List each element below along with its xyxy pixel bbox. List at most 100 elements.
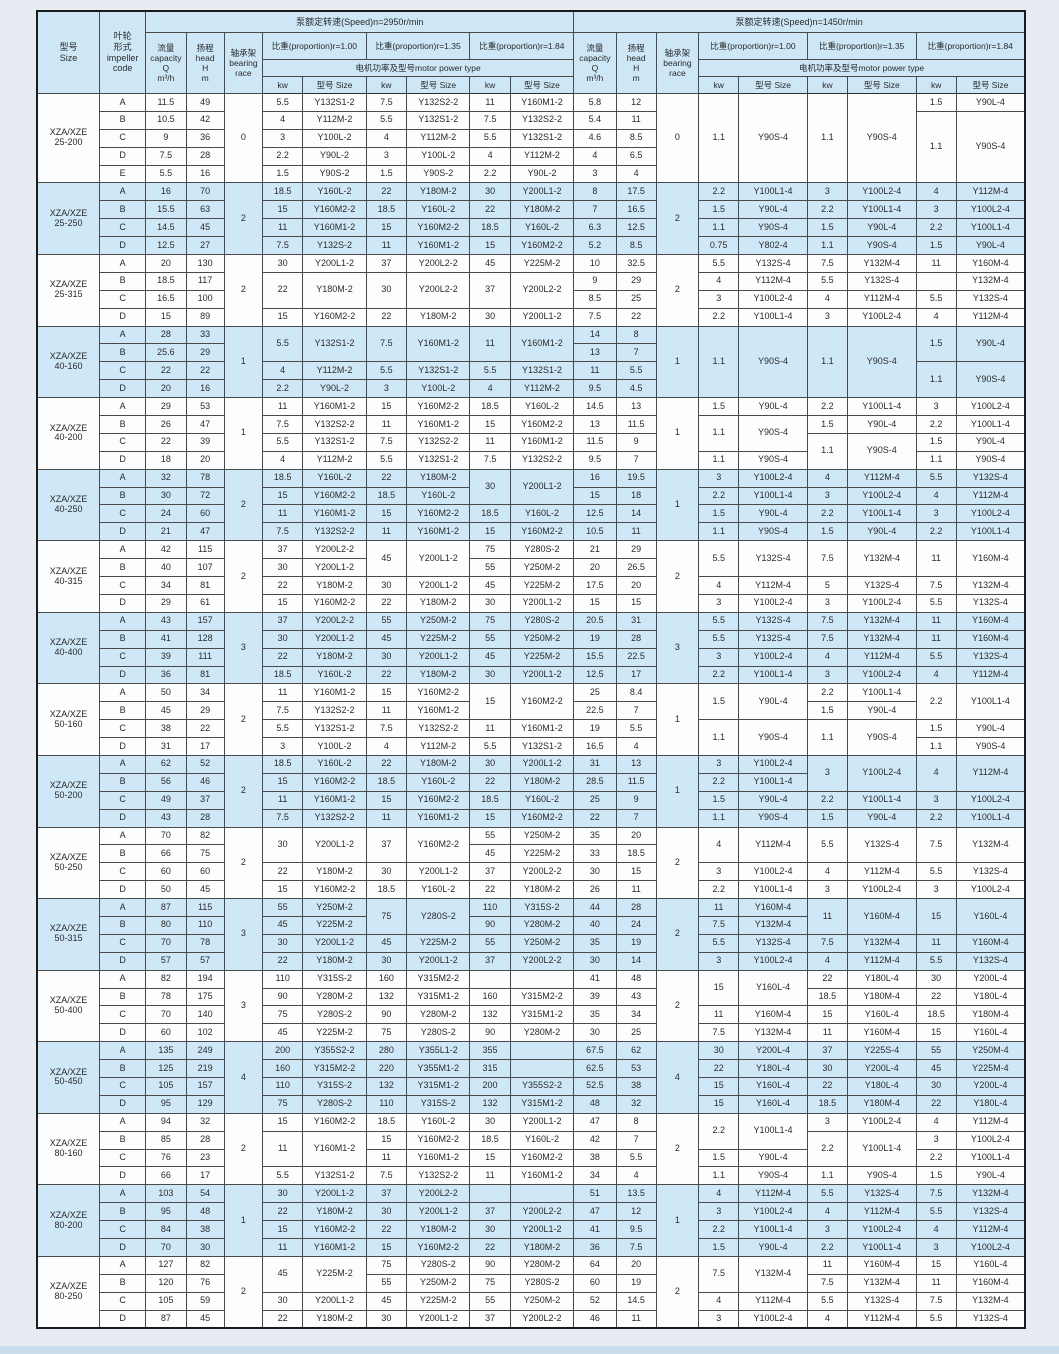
table-cell: 15 — [262, 593, 304, 613]
table-cell: Y160M1-2 — [302, 397, 367, 417]
header-model: 型号 Size — [36, 10, 100, 94]
table-cell: B — [98, 343, 147, 363]
table-cell: 200 — [469, 1076, 511, 1096]
table-cell: 19 — [615, 1273, 657, 1293]
table-cell: 15 — [262, 200, 304, 220]
table-cell: 34 — [145, 576, 187, 595]
table-cell: Y132M-4 — [955, 1291, 1026, 1311]
table-cell: 24 — [615, 915, 657, 935]
table-cell: C — [98, 862, 147, 882]
table-cell: 4 — [915, 1112, 957, 1132]
table-cell: Y160M1-2 — [302, 683, 367, 703]
table-cell: Y90L-4 — [847, 808, 917, 828]
table-cell: B — [98, 271, 147, 291]
table-cell: 4 — [915, 307, 957, 327]
table-cell: Y160M2-2 — [302, 1220, 367, 1239]
table-row: D 60 102 45 Y225M-2 75 Y280S-2 90 Y280M-2 30 25 7.5… — [37, 1023, 1026, 1043]
table-cell: 22 — [806, 969, 849, 989]
table-cell: 30 — [262, 1291, 304, 1311]
table-cell: Y90L-4 — [738, 1148, 808, 1168]
table-cell: Y315M1-2 — [405, 1076, 471, 1096]
table-cell: 4.6 — [573, 128, 617, 148]
table-cell: 15 — [365, 397, 408, 417]
table-cell: 7.5 — [262, 808, 304, 828]
table-cell: 23 — [185, 1148, 225, 1168]
table-cell: 14 — [615, 504, 657, 524]
table-cell: 2.2 — [806, 1130, 849, 1168]
table-cell: 5.5 — [698, 629, 740, 649]
table-cell: Y160M2-2 — [405, 1238, 471, 1257]
table-row: B 80 110 45 Y225M-2 90 Y280M-2 40 24 7.5 Y132M-4 — [37, 915, 1025, 935]
table-cell: 1.5 — [806, 701, 849, 721]
table-cell: Y200L-4 — [955, 1076, 1026, 1096]
table-cell: D — [98, 450, 147, 470]
table-cell: 70 — [145, 1005, 187, 1025]
table-cell: Y200L2-2 — [509, 862, 575, 882]
table-cell: 2.2 — [915, 415, 957, 434]
table-cell: 7.5 — [698, 1255, 740, 1293]
table-cell: 7.5 — [469, 110, 511, 130]
table-cell: A — [98, 611, 147, 631]
table-cell: Y225M-2 — [302, 1255, 367, 1293]
table-cell: 75 — [469, 540, 511, 560]
table-cell: Y100L2-4 — [847, 1112, 917, 1132]
table-cell: Y200L1-2 — [302, 254, 367, 273]
table-cell: 36 — [185, 128, 225, 148]
table-cell: C — [98, 576, 147, 595]
table-cell: 2.2 — [469, 164, 511, 184]
table-cell: B — [98, 558, 147, 578]
table-header: 型号 Size 叶轮 形式 impeller code 泵额定转速(Speed)… — [36, 10, 1026, 94]
table-row: D 66 17 5.5 Y132S1-2 7.5 Y132S2-2 11 Y160M1-2 34 4… — [37, 1166, 1026, 1186]
table-cell: 32 — [145, 468, 187, 488]
table-cell: 1.1 — [698, 808, 740, 828]
table-cell: Y160M1-2 — [302, 1238, 367, 1257]
table-cell: 37 — [806, 1041, 849, 1061]
table-cell: 2.2 — [806, 200, 849, 220]
table-cell: D — [98, 522, 147, 542]
table-cell: Y280S-2 — [509, 611, 575, 631]
table-cell: 38 — [615, 1076, 657, 1096]
table-cell: Y132M-4 — [955, 576, 1026, 595]
table-cell: A — [98, 1255, 147, 1275]
table-cell: Y112M-4 — [955, 486, 1026, 506]
table-cell: 76 — [145, 1148, 187, 1168]
table-cell: 9 — [573, 271, 617, 291]
table-cell: A — [98, 397, 147, 417]
table-cell: Y132S-4 — [955, 289, 1026, 309]
table-cell: 2.2 — [806, 683, 849, 703]
table-cell: Y132S2-2 — [302, 415, 367, 434]
table-cell: 22 — [365, 754, 408, 774]
model-cell: XZA/XZE 50-315 — [36, 898, 100, 971]
table-cell: 1.1 — [698, 719, 740, 756]
table-cell: 22 — [469, 200, 511, 220]
table-cell: 47 — [185, 522, 225, 542]
header-proportion-184: 比重(proportion)r=1.84 — [915, 32, 1026, 60]
table-cell: Y225M-4 — [955, 1059, 1026, 1078]
table-cell: 56 — [145, 772, 187, 792]
table-cell: Y200L1-2 — [302, 826, 367, 864]
table-cell: Y160L-2 — [405, 200, 471, 220]
table-cell: Y225M-2 — [509, 844, 575, 864]
table-cell: 20 — [145, 254, 187, 273]
table-cell: Y200L2-2 — [405, 1184, 471, 1204]
table-cell: Y160L-4 — [955, 1023, 1026, 1043]
table-cell: 4 — [806, 289, 849, 309]
table-cell: 22 — [806, 1076, 849, 1096]
table-cell: Y160L-2 — [302, 754, 367, 774]
table-cell: Y160M2-2 — [302, 593, 367, 613]
table-cell: Y160M1-2 — [405, 236, 471, 256]
table-cell: Y100L2-4 — [847, 307, 917, 327]
table-cell: 5.5 — [615, 361, 657, 381]
table-cell: Y132S1-2 — [509, 128, 575, 148]
table-row: D 43 28 7.5 Y132S2-2 11 Y160M1-2 15 Y160M2-2 22 7 1… — [37, 808, 1026, 828]
table-cell: 31 — [145, 737, 187, 756]
table-cell: Y200L2-2 — [302, 540, 367, 560]
table-cell: Y160L-4 — [847, 1005, 917, 1025]
table-cell: 15 — [365, 790, 408, 810]
model-cell: XZA/XZE 80-160 — [36, 1112, 100, 1186]
table-cell: 37 — [262, 540, 304, 560]
header-kw: kw — [698, 76, 740, 94]
header-impeller: 叶轮 形式 impeller code — [98, 10, 147, 94]
table-cell: 45 — [365, 933, 408, 953]
table-cell: 11 — [365, 415, 408, 434]
